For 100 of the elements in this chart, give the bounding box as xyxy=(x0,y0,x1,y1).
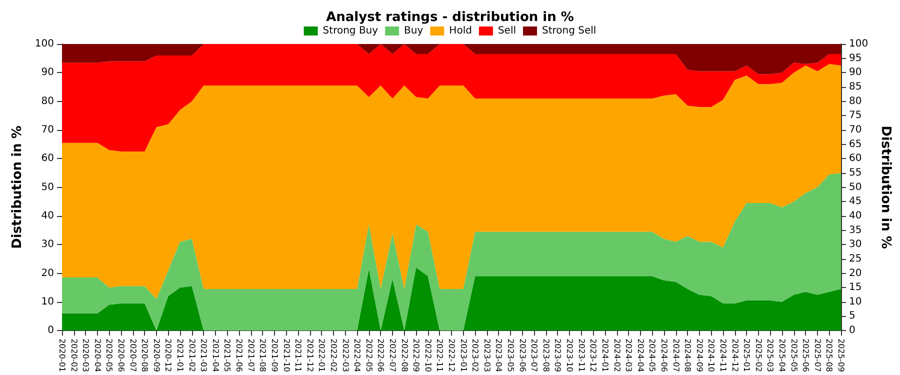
x-tick-label: 2020-06 xyxy=(116,338,126,372)
x-tick-label: 2022-12 xyxy=(447,338,456,372)
y2-tick-label: 20 xyxy=(849,268,862,279)
x-tick-label: 2021-01 xyxy=(176,338,185,372)
y2-tick-label: 5 xyxy=(849,310,856,322)
x-tick-label: 2021-04 xyxy=(210,338,220,372)
y-axis-title: Distribution in % xyxy=(10,126,26,249)
y2-tick-label: 30 xyxy=(849,239,862,250)
x-tick-label: 2023-03 xyxy=(482,338,492,372)
x-tick-label: 2024-11 xyxy=(718,338,728,372)
x-tick-label: 2025-02 xyxy=(754,338,763,372)
x-tick-label: 2022-07 xyxy=(388,338,397,372)
x-tick-label: 2021-10 xyxy=(282,338,291,372)
x-tick-label: 2022-02 xyxy=(328,338,338,372)
x-tick-label: 2021-06 xyxy=(234,338,244,372)
x-tick-label: 2024-10 xyxy=(706,338,716,372)
y-tick-label: 80 xyxy=(41,96,54,107)
y2-tick-label: 35 xyxy=(849,224,862,236)
x-tick-label: 2021-11 xyxy=(294,338,303,372)
y2-tick-label: 65 xyxy=(849,138,862,150)
x-tick-label: 2024-03 xyxy=(624,338,634,372)
x-tick-label: 2023-11 xyxy=(576,338,586,372)
x-tick-label: 2021-05 xyxy=(222,338,232,372)
x-tick-label: 2025-05 xyxy=(789,338,798,372)
x-tick-label: 2022-09 xyxy=(412,338,421,372)
x-tick-label: 2020-03 xyxy=(81,338,90,372)
x-tick-label: 2020-05 xyxy=(104,338,114,372)
legend-label: Sell xyxy=(498,26,516,36)
y-tick-label: 0 xyxy=(48,325,54,336)
x-tick-label: 2022-10 xyxy=(423,338,432,372)
x-tick-label: 2021-08 xyxy=(258,338,268,372)
y2-tick-label: 25 xyxy=(849,253,862,264)
y2-tick-label: 75 xyxy=(849,110,862,122)
x-tick-label: 2023-08 xyxy=(541,338,550,372)
x-tick-label: 2023-02 xyxy=(470,338,480,372)
x-tick-label: 2024-09 xyxy=(694,338,704,372)
x-tick-label: 2025-03 xyxy=(766,338,775,372)
x-tick-label: 2022-11 xyxy=(435,338,444,372)
x-tick-label: 2020-01 xyxy=(58,338,66,372)
x-tick-label: 2025-06 xyxy=(801,338,810,372)
x-tick-label: 2023-10 xyxy=(565,338,574,372)
y2-tick-label: 10 xyxy=(849,296,862,308)
x-tick-label: 2024-06 xyxy=(659,338,668,372)
x-tick-label: 2022-03 xyxy=(340,338,350,372)
x-tick-label: 2021-03 xyxy=(199,338,208,372)
y2-axis-title: Distribution in % xyxy=(878,126,893,249)
x-tick-label: 2023-12 xyxy=(588,338,598,372)
y2-tick-label: 55 xyxy=(849,167,862,178)
x-tick-label: 2021-07 xyxy=(246,338,256,372)
y2-tick-label: 40 xyxy=(849,210,862,222)
x-tick-label: 2024-04 xyxy=(636,338,645,372)
y2-tick-label: 50 xyxy=(849,182,862,193)
x-tick-label: 2020-12 xyxy=(164,338,173,372)
x-tick-label: 2023-09 xyxy=(553,338,562,372)
x-tick-label: 2025-01 xyxy=(742,338,752,372)
legend-label: Strong Buy xyxy=(322,26,378,36)
x-tick-label: 2021-12 xyxy=(305,338,314,372)
x-tick-label: 2024-07 xyxy=(671,338,680,372)
x-tick-label: 2022-01 xyxy=(317,338,326,372)
x-tick-label: 2023-01 xyxy=(458,338,468,372)
x-tick-label: 2022-05 xyxy=(364,338,374,372)
y-tick-label: 20 xyxy=(41,268,54,279)
x-tick-label: 2023-07 xyxy=(530,338,539,372)
x-tick-label: 2023-05 xyxy=(506,338,516,372)
y2-tick-label: 0 xyxy=(849,325,856,336)
x-tick-label: 2024-01 xyxy=(600,338,610,372)
y2-tick-label: 70 xyxy=(849,124,862,136)
x-tick-label: 2025-09 xyxy=(836,338,846,372)
y-tick-label: 30 xyxy=(41,239,54,250)
x-tick-label: 2020-08 xyxy=(140,338,150,372)
legend-label: Strong Sell xyxy=(542,26,596,36)
y2-tick-label: 85 xyxy=(849,81,862,92)
y-tick-label: 60 xyxy=(41,153,54,164)
chart-title: Analyst ratings - distribution in % xyxy=(326,10,574,25)
y2-tick-label: 80 xyxy=(849,96,862,107)
x-tick-label: 2020-02 xyxy=(69,338,78,372)
x-tick-label: 2023-04 xyxy=(494,338,504,372)
x-tick-label: 2022-08 xyxy=(400,338,409,372)
y-tick-label: 100 xyxy=(34,38,54,50)
y2-tick-label: 60 xyxy=(849,153,862,164)
y2-tick-label: 15 xyxy=(849,282,862,294)
y-tick-label: 70 xyxy=(41,124,54,136)
x-tick-label: 2020-09 xyxy=(152,338,161,372)
x-tick-label: 2020-07 xyxy=(128,338,138,372)
y2-tick-label: 100 xyxy=(849,38,868,50)
x-tick-label: 2022-04 xyxy=(352,338,362,372)
x-tick-label: 2023-06 xyxy=(518,338,527,372)
legend-label: Hold xyxy=(449,26,472,36)
x-tick-label: 2021-09 xyxy=(270,338,279,372)
x-tick-label: 2020-04 xyxy=(92,338,102,372)
legend-label: Buy xyxy=(404,26,424,36)
y-tick-label: 90 xyxy=(41,67,54,78)
x-tick-label: 2021-02 xyxy=(187,338,196,372)
x-tick-label: 2025-04 xyxy=(777,338,786,372)
y2-tick-label: 95 xyxy=(849,52,862,64)
x-tick-label: 2025-07 xyxy=(812,338,822,372)
y-tick-label: 40 xyxy=(41,210,54,222)
y-tick-label: 10 xyxy=(41,296,54,308)
x-tick-label: 2024-12 xyxy=(730,338,740,372)
x-tick-label: 2024-05 xyxy=(648,338,657,372)
